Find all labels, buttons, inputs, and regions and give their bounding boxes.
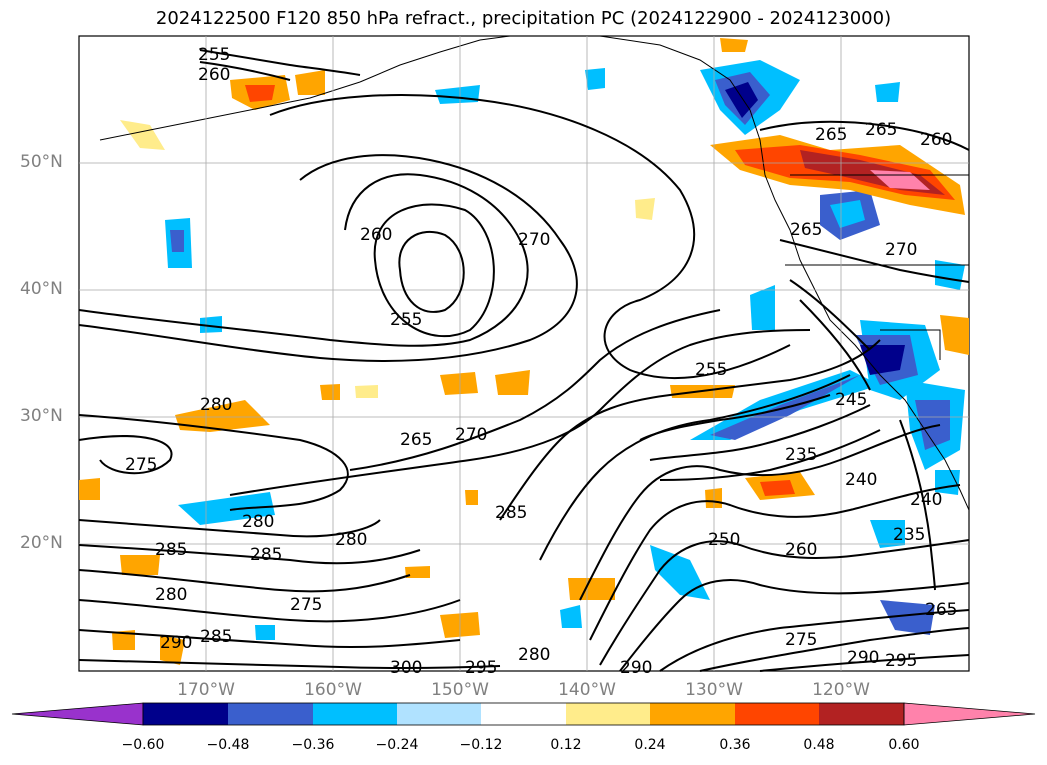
contour-label: 265: [400, 430, 432, 450]
colorbar-tick: 0.24: [634, 737, 666, 753]
contour-labels: 255 260 265 265 260 260 270 255 265 270 …: [125, 45, 957, 678]
contour-label: 265: [925, 600, 957, 620]
contour-label: 235: [785, 445, 817, 465]
contour-label: 255: [198, 45, 230, 65]
refractivity-contours: [78, 49, 970, 672]
contour-label: 285: [200, 627, 232, 647]
precip-shading: [79, 38, 969, 665]
contour-label: 280: [242, 512, 274, 532]
contour-label: 275: [290, 595, 322, 615]
contour-label: 260: [920, 130, 952, 150]
colorbar-tick: −0.24: [375, 737, 419, 753]
lat-label: 50°N: [20, 152, 63, 172]
contour-label: 280: [335, 530, 367, 550]
contour-label: 285: [155, 540, 187, 560]
contour-label: 270: [885, 240, 917, 260]
contour-label: 280: [155, 585, 187, 605]
colorbar-tick: 0.12: [550, 737, 582, 753]
gridlines: [79, 36, 969, 671]
figure-title: 2024122500 F120 850 hPa refract., precip…: [155, 8, 892, 29]
contour-label: 290: [620, 658, 652, 678]
contour-label: 280: [200, 395, 232, 415]
colorbar-tick: −0.12: [459, 737, 503, 753]
lon-label: 120°W: [812, 680, 870, 700]
colorbar-tick: 0.60: [888, 737, 920, 753]
contour-label: 240: [910, 490, 942, 510]
lon-label: 170°W: [177, 680, 235, 700]
contour-label: 235: [893, 525, 925, 545]
contour-label: 260: [198, 65, 230, 85]
contour-label: 255: [695, 360, 727, 380]
contour-label: 265: [815, 125, 847, 145]
lat-label: 40°N: [20, 279, 63, 299]
contour-label: 265: [865, 120, 897, 140]
colorbar-tick: 0.48: [803, 737, 835, 753]
lon-label: 140°W: [558, 680, 616, 700]
contour-label: 275: [785, 630, 817, 650]
contour-label: 290: [847, 648, 879, 668]
contour-label: 280: [518, 645, 550, 665]
contour-label: 250: [708, 530, 740, 550]
contour-label: 245: [835, 390, 867, 410]
lon-label: 160°W: [304, 680, 362, 700]
contour-label: 270: [518, 230, 550, 250]
map-frame: [78, 35, 970, 672]
colorbar-tick: 0.36: [719, 737, 751, 753]
contour-label: 270: [455, 425, 487, 445]
contour-label: 285: [250, 545, 282, 565]
lon-label: 150°W: [431, 680, 489, 700]
contour-label: 255: [390, 310, 422, 330]
contour-label: 260: [360, 225, 392, 245]
lat-label: 30°N: [20, 406, 63, 426]
colorbar: [11, 702, 1036, 726]
colorbar-tick: −0.48: [206, 737, 250, 753]
contour-label: 265: [790, 220, 822, 240]
contour-label: 290: [160, 633, 192, 653]
contour-label: 300: [390, 658, 422, 678]
contour-label: 295: [465, 658, 497, 678]
contour-label: 295: [885, 651, 917, 671]
lon-label: 130°W: [685, 680, 743, 700]
colorbar-tick: −0.60: [121, 737, 165, 753]
contour-label: 240: [845, 470, 877, 490]
contour-label: 275: [125, 455, 157, 475]
contour-label: 260: [785, 540, 817, 560]
colorbar-tick: −0.36: [291, 737, 335, 753]
contour-label: 285: [495, 503, 527, 523]
lat-label: 20°N: [20, 533, 63, 553]
